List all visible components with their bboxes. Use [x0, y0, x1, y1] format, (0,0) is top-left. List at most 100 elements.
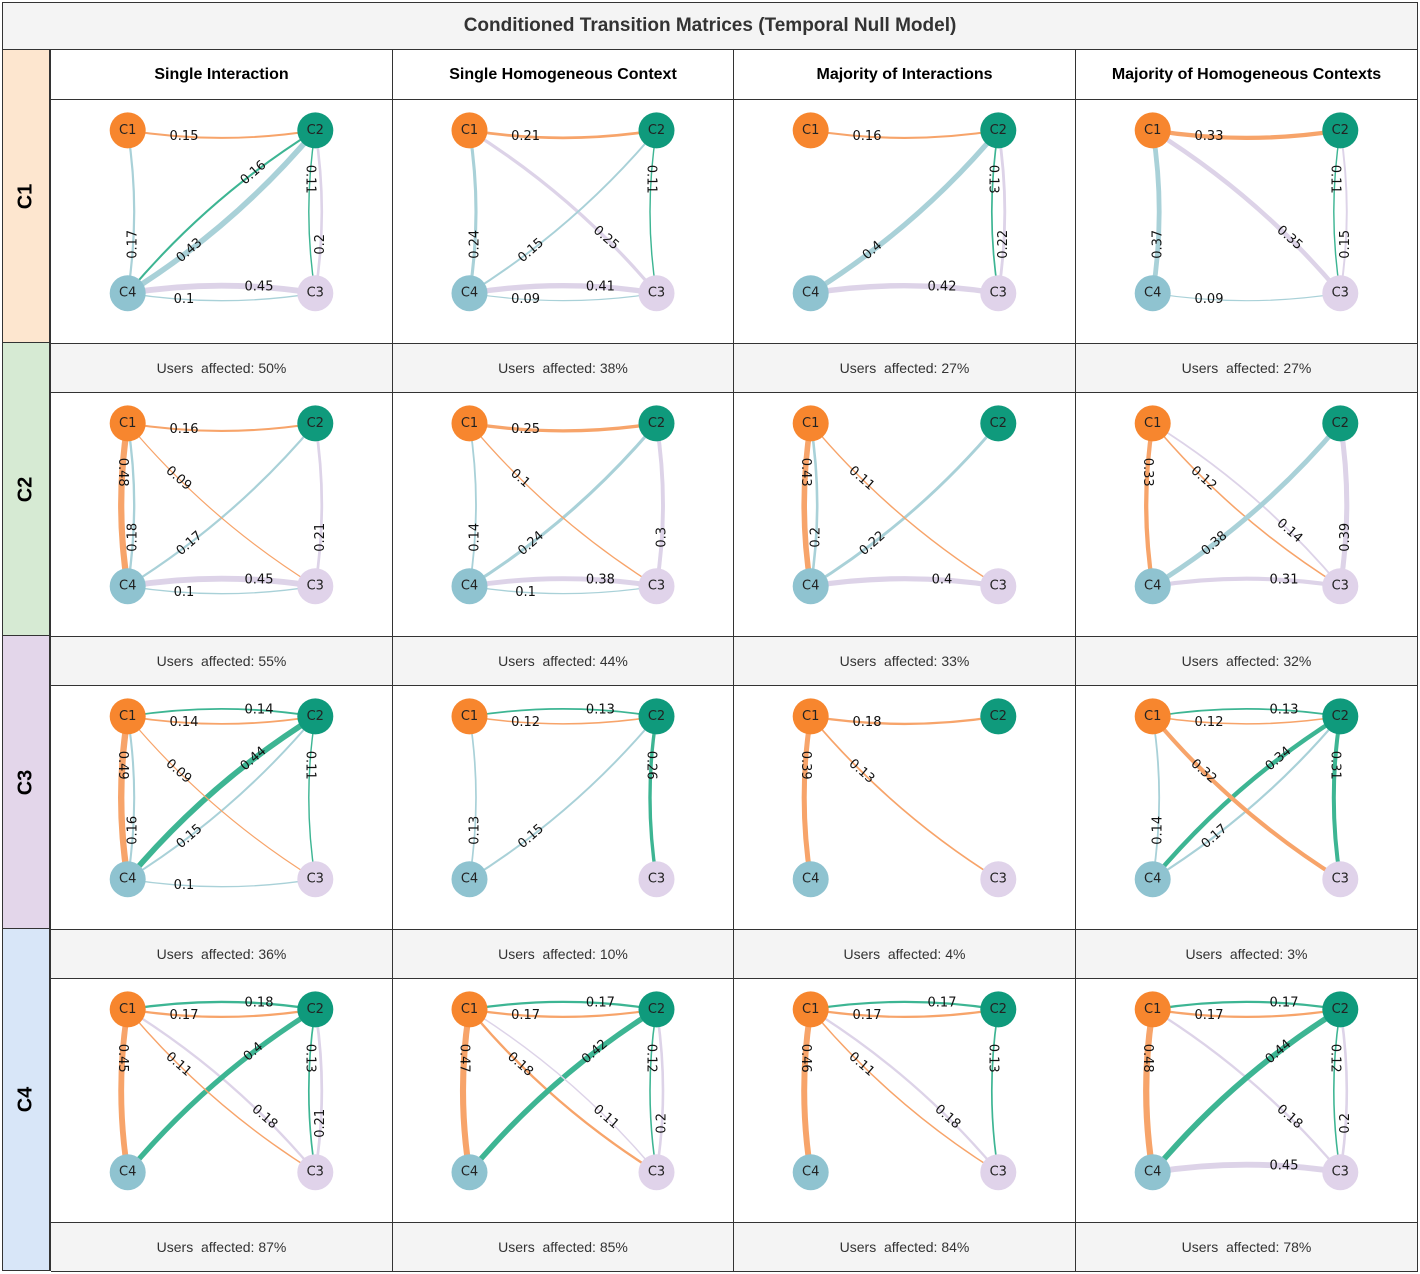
edge-label: 0.22: [996, 230, 1011, 259]
edge-c4-to-c2: [468, 129, 658, 295]
edge-label: 0.45: [245, 572, 274, 587]
edge-c1-to-c3: [809, 422, 1000, 587]
node-c2: C2: [1322, 112, 1359, 149]
node-label: C1: [461, 123, 478, 138]
users-affected-label: Users affected:: [498, 653, 600, 669]
edge-label: 0.39: [798, 751, 813, 780]
node-c4: C4: [109, 1154, 146, 1191]
users-affected-value: 33%: [941, 653, 970, 669]
node-label: C3: [648, 579, 665, 594]
graph-panel-c2-col3: C1 C2 C3 C4 0.22 0.11 0.2 0.43 0.4: [734, 393, 1076, 637]
node-label: C3: [1332, 1165, 1349, 1180]
node-label: C4: [802, 286, 819, 301]
edge-c1-to-c2: [468, 1008, 658, 1018]
node-c1: C1: [1134, 991, 1171, 1028]
node-c3: C3: [297, 568, 334, 605]
users-affected-label: Users affected:: [156, 360, 259, 376]
edge-c2-to-c3: [990, 1008, 1000, 1174]
users-affected-value: 87%: [258, 1239, 287, 1255]
node-c4: C4: [1134, 1154, 1171, 1191]
node-c4: C4: [792, 861, 829, 898]
users-affected-c4-col2: Users affected: 85%: [393, 1223, 734, 1272]
edge-label: 0.13: [985, 1044, 1000, 1073]
users-affected-c1-col2: Users affected: 38%: [393, 344, 734, 393]
edge-c4-to-c2: [124, 127, 319, 296]
users-affected-value: 27%: [1283, 360, 1312, 376]
graph-panel-c3-col1: C1 C2 C3 C4 0.14 0.14 0.16 0.49 0.15 0.44 0.09 0.11…: [51, 686, 393, 930]
node-c3: C3: [1322, 861, 1359, 898]
edge-c1-to-c3: [809, 1008, 1000, 1173]
row-label-c4: C4: [2, 929, 50, 1271]
edge-c1-to-c2: [1151, 1008, 1342, 1019]
edge-c3-to-c1: [1150, 128, 1343, 296]
edge-c4-to-c2: [126, 422, 317, 588]
edge-c2-to-c4: [124, 713, 319, 883]
edge-label: 0.41: [586, 279, 615, 294]
node-c4: C4: [451, 861, 488, 898]
edge-c4-to-c1: [126, 422, 136, 588]
node-c2: C2: [1322, 405, 1359, 442]
edge-c2-to-c1: [126, 707, 317, 718]
node-label: C3: [648, 286, 665, 301]
edge-label: 0.2: [313, 234, 328, 255]
users-affected-c3-col3: Users affected: 4%: [734, 930, 1076, 979]
node-label: C3: [990, 579, 1007, 594]
users-affected-label: Users affected:: [156, 653, 259, 669]
node-label: C4: [461, 286, 478, 301]
edge-c3-to-c2: [314, 129, 324, 295]
graph-panel-c3-col4: C1 C2 C3 C4 0.12 0.13 0.14 0.17 0.34 0.32 0.31: [1076, 686, 1418, 930]
edge-c2-to-c4: [125, 1006, 318, 1175]
edge-c4-to-c1: [468, 422, 477, 588]
edge-c1-to-c3: [1151, 422, 1342, 587]
node-c1: C1: [451, 698, 488, 735]
edge-c1-to-c4: [118, 713, 131, 883]
edge-c2-to-c3: [308, 715, 317, 880]
node-label: C1: [461, 1002, 478, 1017]
edge-label: 0.13: [1270, 703, 1299, 718]
edge-label: 0.37: [1151, 230, 1166, 259]
edge-c3-to-c4: [466, 283, 660, 296]
node-label: C1: [1144, 123, 1161, 138]
edge-c2-to-c3: [1333, 129, 1342, 294]
edge-label: 0.17: [1195, 1008, 1224, 1023]
edge-label: 0.39: [1338, 523, 1353, 552]
edge-c3-to-c4: [467, 576, 659, 589]
users-affected-c3-col4: Users affected: 3%: [1076, 930, 1418, 979]
edge-c4-to-c3: [468, 292, 658, 302]
edge-label: 0.31: [1270, 572, 1299, 587]
node-label: C2: [1332, 123, 1349, 138]
node-c3: C3: [1322, 568, 1359, 605]
edge-label: 0.11: [644, 165, 659, 194]
graph-panel-c1-col3: C1 C2 C3 C4 0.16 0.4 0.22 0.13 0.42: [734, 100, 1076, 344]
users-affected-c4-col1: Users affected: 87%: [51, 1223, 393, 1272]
users-affected-label: Users affected:: [498, 1239, 600, 1255]
edge-label: 0.33: [1140, 458, 1155, 487]
edge-c3-to-c2: [313, 1008, 324, 1174]
edge-label: 0.49: [115, 751, 130, 780]
users-affected-c4-col3: Users affected: 84%: [734, 1223, 1076, 1272]
edge-c2-to-c3: [308, 129, 317, 294]
edge-label: 0.12: [1327, 1044, 1342, 1073]
node-label: C2: [990, 709, 1007, 724]
edge-c1-to-c3: [1150, 714, 1343, 882]
edge-c2-to-c1: [1151, 708, 1342, 718]
node-label: C4: [461, 1165, 478, 1180]
edge-label: 0.46: [798, 1044, 813, 1073]
edge-label: 0.24: [468, 230, 483, 259]
edge-label: 0.17: [1270, 996, 1299, 1011]
edge-c1-to-c4: [801, 1006, 814, 1176]
node-c4: C4: [1134, 275, 1171, 312]
node-label: C2: [990, 123, 1007, 138]
node-c1: C1: [792, 405, 829, 442]
edge-label: 0.18: [126, 523, 141, 552]
node-label: C1: [1144, 416, 1161, 431]
edge-c3-to-c4: [124, 575, 319, 590]
graph-panel-c1-col4: C1 C2 C3 C4 0.33 0.37 0.35 0.15 0.11 0.09: [1076, 100, 1418, 344]
edge-label: 0.2: [809, 527, 824, 548]
node-label: C4: [802, 579, 819, 594]
edge-label: 0.15: [1338, 230, 1353, 259]
node-label: C1: [802, 123, 819, 138]
